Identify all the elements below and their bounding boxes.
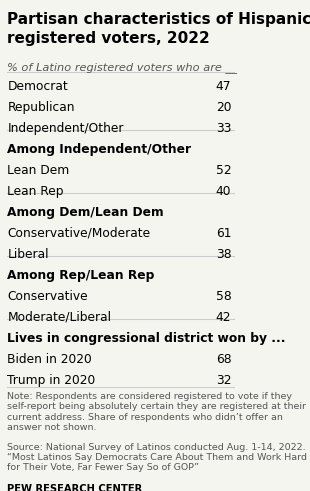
Text: Source: National Survey of Latinos conducted Aug. 1-14, 2022.
“Most Latinos Say : Source: National Survey of Latinos condu… xyxy=(7,442,308,472)
Text: Lives in congressional district won by ...: Lives in congressional district won by .… xyxy=(7,331,286,345)
Text: Lean Dem: Lean Dem xyxy=(7,164,70,177)
Text: 42: 42 xyxy=(216,311,231,324)
Text: Democrat: Democrat xyxy=(7,80,68,93)
Text: Independent/Other: Independent/Other xyxy=(7,122,124,135)
Text: Among Dem/Lean Dem: Among Dem/Lean Dem xyxy=(7,206,164,218)
Text: Liberal: Liberal xyxy=(7,247,49,261)
Text: Trump in 2020: Trump in 2020 xyxy=(7,374,96,386)
Text: 33: 33 xyxy=(216,122,231,135)
Text: Conservative/Moderate: Conservative/Moderate xyxy=(7,227,151,240)
Text: 52: 52 xyxy=(216,164,231,177)
Text: % of Latino registered voters who are __: % of Latino registered voters who are __ xyxy=(7,62,237,73)
Text: PEW RESEARCH CENTER: PEW RESEARCH CENTER xyxy=(7,485,143,491)
Text: Conservative: Conservative xyxy=(7,290,88,302)
Text: Biden in 2020: Biden in 2020 xyxy=(7,353,92,366)
Text: Partisan characteristics of Hispanic
registered voters, 2022: Partisan characteristics of Hispanic reg… xyxy=(7,12,310,46)
Text: 61: 61 xyxy=(216,227,231,240)
Text: Among Rep/Lean Rep: Among Rep/Lean Rep xyxy=(7,269,155,282)
Text: Moderate/Liberal: Moderate/Liberal xyxy=(7,311,112,324)
Text: Note: Respondents are considered registered to vote if they self-report being ab: Note: Respondents are considered registe… xyxy=(7,392,307,432)
Text: 32: 32 xyxy=(216,374,231,386)
Text: 38: 38 xyxy=(216,247,231,261)
Text: 68: 68 xyxy=(216,353,231,366)
Text: 58: 58 xyxy=(215,290,231,302)
Text: 47: 47 xyxy=(216,80,231,93)
Text: Republican: Republican xyxy=(7,101,75,114)
Text: Lean Rep: Lean Rep xyxy=(7,185,64,198)
Text: 40: 40 xyxy=(216,185,231,198)
Text: 20: 20 xyxy=(216,101,231,114)
Text: Among Independent/Other: Among Independent/Other xyxy=(7,143,192,156)
